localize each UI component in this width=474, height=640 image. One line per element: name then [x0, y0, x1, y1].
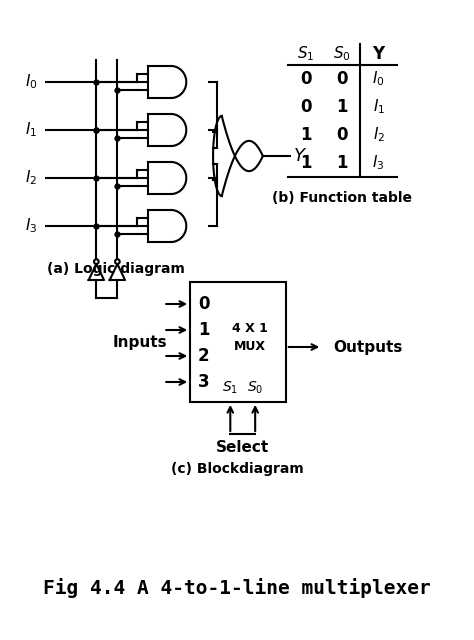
Text: $I_3$: $I_3$ [25, 217, 37, 236]
Text: $I_0$: $I_0$ [372, 70, 385, 88]
Text: 0: 0 [337, 126, 348, 144]
Text: $I_1$: $I_1$ [25, 121, 37, 140]
Text: Select: Select [216, 440, 269, 455]
Text: Fig 4.4 A 4-to-1-line multiplexer: Fig 4.4 A 4-to-1-line multiplexer [43, 578, 431, 598]
Text: 0: 0 [198, 295, 209, 313]
Text: $I_0$: $I_0$ [25, 73, 37, 92]
Text: $Y$: $Y$ [293, 147, 308, 165]
Text: 2: 2 [198, 347, 210, 365]
Text: 1: 1 [337, 98, 348, 116]
Text: $S_1$: $S_1$ [297, 45, 315, 63]
Text: (c) Blockdiagram: (c) Blockdiagram [171, 462, 303, 476]
Text: $I_1$: $I_1$ [373, 98, 385, 116]
Text: $S_0$: $S_0$ [247, 380, 264, 396]
Text: 0: 0 [337, 70, 348, 88]
Text: $I_2$: $I_2$ [25, 169, 36, 188]
Text: Outputs: Outputs [334, 339, 403, 355]
Text: 1: 1 [337, 154, 348, 172]
Text: 1: 1 [300, 154, 311, 172]
FancyBboxPatch shape [190, 282, 286, 402]
Text: 4 X 1: 4 X 1 [231, 321, 267, 335]
Text: $I_3$: $I_3$ [373, 154, 385, 172]
Text: 1: 1 [300, 126, 311, 144]
Text: 3: 3 [198, 373, 210, 391]
Text: Y: Y [373, 45, 385, 63]
Text: (b) Function table: (b) Function table [272, 191, 412, 205]
Text: $S_1$: $S_1$ [222, 380, 238, 396]
Text: $I_2$: $I_2$ [373, 125, 385, 145]
Text: 1: 1 [198, 321, 209, 339]
Text: $S_0$: $S_0$ [333, 45, 351, 63]
Text: Inputs: Inputs [113, 335, 168, 349]
Text: (a) Logic diagram: (a) Logic diagram [46, 262, 184, 276]
Text: 0: 0 [300, 98, 311, 116]
Text: MUX: MUX [233, 339, 265, 353]
Text: 0: 0 [300, 70, 311, 88]
